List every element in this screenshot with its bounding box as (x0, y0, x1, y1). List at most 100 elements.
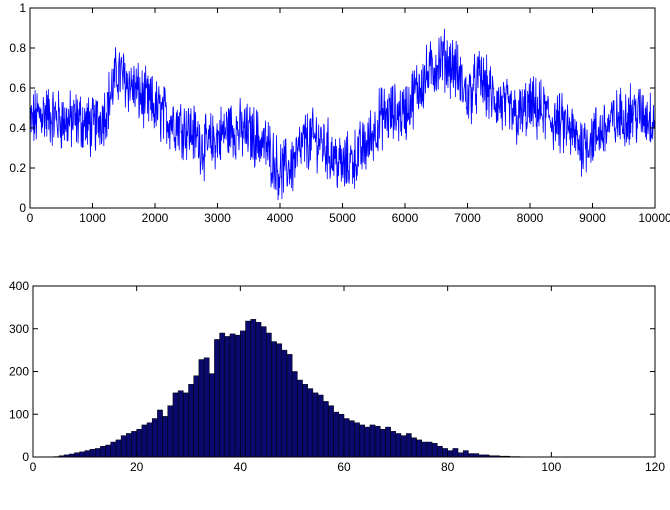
histogram-bar (100, 446, 106, 458)
histogram-x-tick-label: 120 (645, 460, 665, 474)
histogram-bar (141, 424, 148, 458)
histogram-bar (157, 409, 163, 458)
histogram-bar (110, 441, 117, 458)
histogram-bar (115, 439, 122, 458)
histogram-bar (162, 416, 169, 458)
histogram-bar (328, 405, 334, 458)
line-chart-y-tick-label: 0.2 (9, 161, 26, 175)
histogram-bar (431, 443, 438, 458)
histogram-bar (395, 433, 402, 458)
line-chart-y-tick-label: 1 (19, 1, 26, 15)
histogram-bar (317, 394, 324, 458)
histogram-bar (385, 426, 391, 458)
histogram-y-tick-label: 400 (9, 279, 29, 293)
histogram-bar (348, 420, 355, 458)
histogram-x-tick-label: 60 (337, 460, 351, 474)
line-series (30, 28, 655, 200)
histogram-bar (281, 349, 288, 458)
histogram-bar (203, 357, 210, 458)
histogram-bar (89, 449, 96, 458)
histogram-bar (307, 388, 314, 458)
line-chart-ticks: 0 1000 2000 3000 4000 5000 6000 7000 8000 9000 100… (9, 1, 670, 225)
histogram-ticks: 0 20 40 60 80 100 120 0 100 200 300 400 (9, 279, 665, 474)
histogram-bar (74, 452, 80, 458)
histogram-bar (224, 336, 231, 458)
histogram-x-tick-label: 80 (441, 460, 455, 474)
histogram-bar (286, 354, 293, 458)
histogram-bar (84, 450, 91, 458)
histogram-bar (177, 390, 184, 458)
histogram-bar (131, 431, 137, 458)
histogram-bar (208, 373, 215, 458)
histogram-x-tick-label: 40 (234, 460, 248, 474)
histogram-bar (245, 320, 251, 458)
histogram-bar (193, 375, 200, 458)
histogram-bar (276, 343, 283, 458)
line-chart-x-tick-label: 2000 (142, 211, 169, 225)
histogram-bar (468, 453, 474, 458)
histogram-bar (266, 332, 272, 458)
histogram-bar (260, 326, 267, 458)
line-chart-y-tick-label: 0 (19, 201, 26, 215)
histogram-bar (442, 448, 448, 458)
histogram-x-tick-label: 0 (30, 460, 37, 474)
histogram-bar (240, 330, 246, 458)
histogram-bar (359, 424, 365, 458)
histogram-y-tick-label: 300 (9, 322, 29, 336)
line-chart-x-tick-label: 5000 (329, 211, 356, 225)
histogram-bar (390, 431, 397, 458)
histogram-bar (380, 428, 386, 458)
histogram-y-tick-label: 100 (9, 407, 29, 421)
line-chart-x-tick-label: 9000 (579, 211, 606, 225)
histogram-bar (405, 433, 412, 458)
line-chart: 0 1000 2000 3000 4000 5000 6000 7000 8000 9000 100… (9, 1, 670, 225)
histogram-bar (291, 371, 298, 458)
line-chart-y-tick-label: 0.8 (9, 41, 26, 55)
line-chart-x-tick-label: 8000 (517, 211, 544, 225)
histogram-bar (297, 379, 303, 458)
histogram-bar (151, 418, 158, 458)
line-chart-x-tick-label: 3000 (204, 211, 231, 225)
line-chart-y-tick-label: 0.4 (9, 121, 26, 135)
histogram-bar (136, 428, 143, 458)
histogram-bar (255, 322, 262, 458)
line-chart-x-tick-label: 6000 (392, 211, 419, 225)
histogram-bar (323, 401, 329, 458)
histogram-bar (198, 359, 205, 458)
histogram-bar (447, 450, 454, 458)
line-chart-x-tick-label: 0 (27, 211, 34, 225)
histogram-bar (333, 411, 340, 458)
histogram-bar (312, 392, 319, 458)
histogram-bar (364, 426, 371, 458)
histogram-bar (126, 433, 132, 458)
histogram-bar (94, 448, 101, 458)
histogram-bar (416, 439, 423, 458)
line-series-group (30, 28, 655, 200)
histogram-bar (452, 448, 459, 458)
histogram-bar (250, 319, 257, 458)
histogram-bar (229, 333, 236, 458)
histogram-x-tick-label: 20 (130, 460, 144, 474)
line-chart-y-tick-label: 0.6 (9, 81, 26, 95)
histogram-bar (400, 435, 407, 458)
histogram-bar (167, 405, 174, 458)
histogram-bar (271, 341, 277, 458)
histogram-bar (426, 441, 433, 458)
histogram-y-tick-label: 200 (9, 365, 29, 379)
histogram-bar (219, 332, 226, 458)
histogram-bar (457, 452, 464, 458)
histogram-bar (411, 437, 417, 458)
histogram-bar (183, 392, 189, 458)
line-chart-x-tick-label: 10000 (638, 211, 670, 225)
histogram-bar (234, 334, 241, 458)
histogram-y-tick-label: 0 (22, 450, 29, 464)
histogram-bar (343, 418, 350, 458)
histogram-bar (421, 441, 428, 458)
histogram-bar (105, 444, 111, 458)
histogram-x-tick-label: 100 (541, 460, 561, 474)
histogram-bar (146, 422, 153, 458)
line-chart-x-tick-label: 4000 (267, 211, 294, 225)
histogram-chart: 0 20 40 60 80 100 120 0 100 200 300 400 (9, 279, 665, 474)
histogram-bar (369, 424, 376, 458)
